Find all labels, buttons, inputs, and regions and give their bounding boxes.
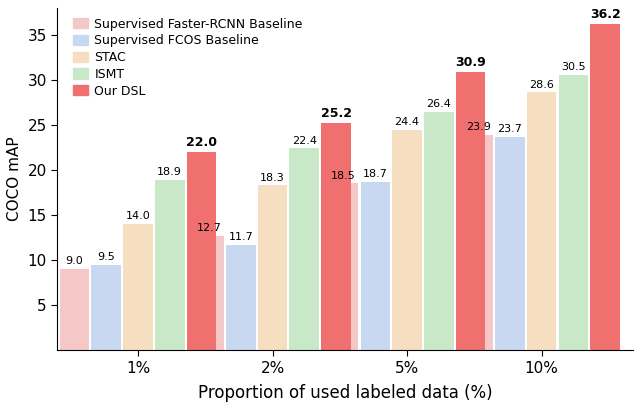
Legend: Supervised Faster-RCNN Baseline, Supervised FCOS Baseline, STAC, ISMT, Our DSL: Supervised Faster-RCNN Baseline, Supervi… bbox=[69, 14, 307, 101]
Text: 24.4: 24.4 bbox=[394, 117, 420, 128]
Text: 18.9: 18.9 bbox=[157, 167, 182, 177]
Text: 26.4: 26.4 bbox=[426, 99, 451, 110]
Text: 23.7: 23.7 bbox=[497, 124, 522, 134]
Bar bbox=[258, 185, 287, 350]
Text: 11.7: 11.7 bbox=[228, 232, 253, 242]
Text: 36.2: 36.2 bbox=[589, 8, 620, 21]
Bar bbox=[289, 148, 319, 350]
Text: 28.6: 28.6 bbox=[529, 80, 554, 90]
Text: 18.3: 18.3 bbox=[260, 173, 285, 182]
Bar bbox=[226, 245, 255, 350]
Text: 30.5: 30.5 bbox=[561, 63, 586, 72]
Bar bbox=[360, 182, 390, 350]
Text: 30.9: 30.9 bbox=[455, 56, 486, 69]
Bar bbox=[124, 224, 153, 350]
Bar bbox=[463, 135, 493, 350]
Bar bbox=[194, 236, 224, 350]
Y-axis label: COCO mAP: COCO mAP bbox=[7, 137, 22, 221]
Text: 22.4: 22.4 bbox=[292, 135, 317, 146]
Bar bbox=[321, 123, 351, 350]
Text: 22.0: 22.0 bbox=[186, 136, 217, 149]
Bar bbox=[590, 24, 620, 350]
Bar bbox=[329, 183, 358, 350]
Bar bbox=[559, 75, 588, 350]
Text: 23.9: 23.9 bbox=[466, 122, 490, 132]
Text: 25.2: 25.2 bbox=[321, 107, 351, 120]
Bar bbox=[60, 269, 90, 350]
Text: 12.7: 12.7 bbox=[196, 223, 221, 233]
Bar bbox=[424, 112, 454, 350]
Text: 18.5: 18.5 bbox=[331, 171, 356, 181]
Text: 9.5: 9.5 bbox=[97, 252, 115, 262]
Bar bbox=[92, 265, 121, 350]
X-axis label: Proportion of used labeled data (%): Proportion of used labeled data (%) bbox=[198, 384, 493, 402]
Text: 18.7: 18.7 bbox=[363, 169, 388, 179]
Bar bbox=[187, 152, 216, 350]
Bar bbox=[456, 72, 485, 350]
Text: 14.0: 14.0 bbox=[125, 211, 150, 221]
Bar bbox=[527, 92, 556, 350]
Bar bbox=[495, 137, 525, 350]
Text: 9.0: 9.0 bbox=[66, 256, 83, 266]
Bar bbox=[392, 130, 422, 350]
Bar bbox=[155, 180, 184, 350]
